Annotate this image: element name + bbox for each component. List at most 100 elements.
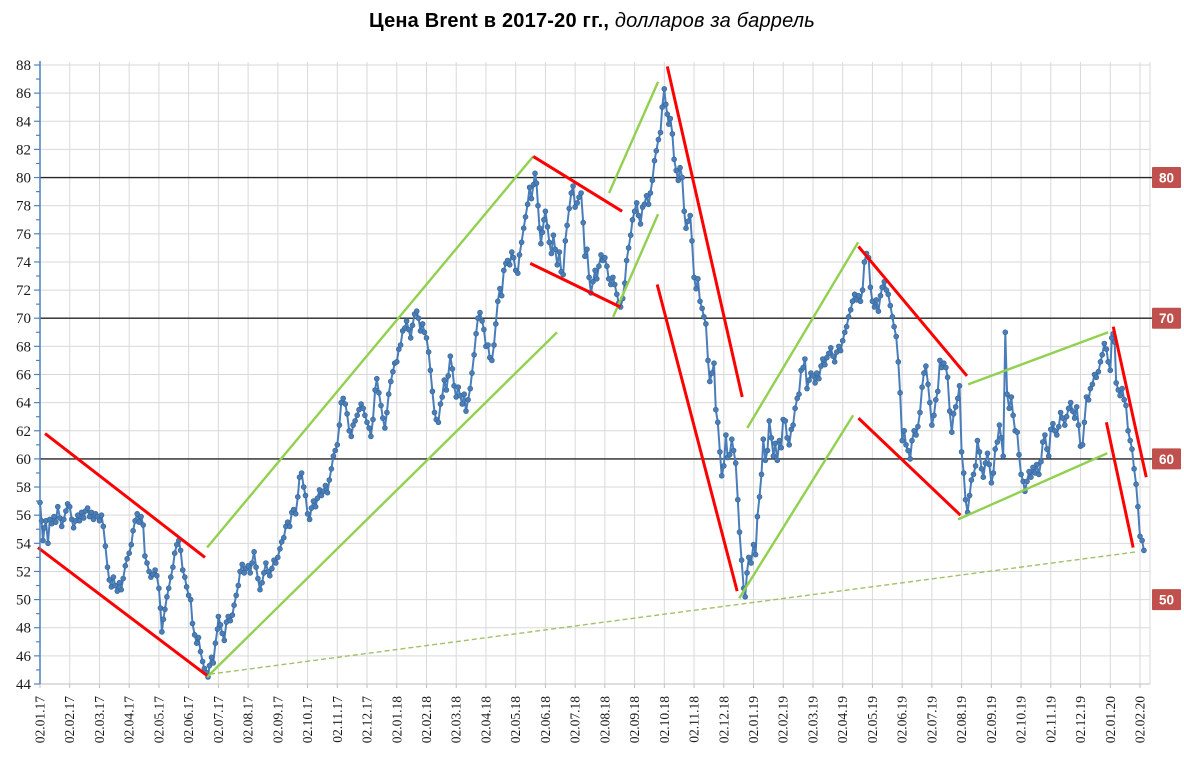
data-point (778, 444, 785, 451)
data-point (990, 470, 997, 476)
data-point (1067, 399, 1074, 406)
data-point (481, 326, 487, 333)
data-point (1079, 441, 1086, 448)
data-point (526, 184, 533, 191)
data-point (699, 305, 705, 312)
data-point (274, 554, 281, 561)
x-tick-label: 02.11.19 (1043, 696, 1058, 743)
data-point (124, 555, 130, 562)
data-point (235, 582, 242, 589)
data-point (734, 496, 741, 503)
data-point (1054, 432, 1060, 438)
data-point (645, 201, 652, 208)
data-point (651, 157, 658, 164)
data-point (98, 512, 105, 519)
data-point (1010, 412, 1016, 419)
data-point (473, 330, 479, 337)
data-point (673, 167, 680, 174)
data-point (879, 284, 886, 291)
data-point (397, 342, 404, 348)
data-point (554, 261, 561, 268)
x-tick-label: 02.04.17 (122, 696, 137, 744)
data-point (128, 541, 135, 548)
data-point (1018, 471, 1024, 478)
data-point (362, 412, 368, 419)
data-point (136, 519, 142, 526)
data-point (1107, 367, 1114, 374)
data-point (812, 380, 818, 386)
x-tick-label: 02.06.19 (895, 696, 910, 744)
data-point (233, 592, 239, 599)
data-point (492, 321, 499, 327)
data-point (439, 394, 446, 400)
data-point (1103, 346, 1110, 353)
data-point (830, 353, 836, 360)
level-badge-label: 60 (1159, 452, 1174, 467)
data-point (471, 351, 477, 358)
data-point (334, 441, 341, 448)
data-point (162, 606, 168, 613)
data-point (532, 170, 538, 177)
data-point (269, 565, 275, 572)
data-point (839, 337, 846, 344)
data-point (431, 409, 438, 416)
data-point (541, 217, 547, 223)
data-point (300, 484, 307, 490)
data-point (497, 285, 503, 292)
x-tick-label: 02.05.17 (151, 696, 166, 744)
data-point (633, 200, 640, 206)
data-point (919, 384, 925, 391)
data-point (742, 593, 749, 600)
data-point (637, 221, 644, 227)
data-point (1131, 465, 1137, 472)
data-point (1026, 468, 1032, 475)
data-point (469, 370, 475, 376)
data-point (475, 315, 481, 322)
data-point (1097, 358, 1104, 365)
data-point (1002, 329, 1009, 336)
data-point (760, 436, 767, 443)
data-point (578, 190, 584, 196)
data-point (748, 560, 754, 566)
data-point (752, 551, 759, 558)
x-tick-label: 02.08.17 (241, 696, 256, 744)
data-point (304, 510, 311, 517)
x-tick-label: 02.12.17 (360, 696, 375, 744)
x-tick-label: 02.11.17 (330, 696, 345, 743)
data-point (210, 660, 217, 666)
data-point (1101, 340, 1108, 347)
data-point (596, 263, 602, 270)
data-point (508, 249, 515, 255)
y-tick-label: 54 (16, 536, 32, 552)
data-point (943, 364, 949, 371)
data-point (245, 562, 251, 569)
data-point (533, 180, 540, 186)
data-point (164, 593, 170, 600)
data-point (516, 252, 523, 258)
chart-title-subtitle: долларов за баррель (609, 10, 815, 32)
y-tick-label: 72 (16, 283, 31, 299)
data-point (774, 457, 781, 464)
data-point (1038, 458, 1044, 465)
data-point (102, 543, 109, 549)
y-tick-label: 60 (16, 452, 31, 468)
data-point (837, 347, 844, 354)
data-point (445, 373, 452, 379)
data-point (144, 560, 150, 566)
green-trend-line (738, 414, 855, 599)
data-point (405, 326, 412, 333)
data-point (170, 564, 176, 571)
data-point (247, 570, 253, 576)
data-point (986, 461, 993, 468)
data-point (689, 238, 695, 244)
data-point (675, 177, 682, 184)
data-point (208, 654, 215, 661)
data-point (212, 640, 219, 647)
data-point (647, 190, 654, 196)
data-point (806, 377, 812, 383)
data-point (841, 329, 848, 336)
data-point (538, 240, 544, 247)
data-point (66, 503, 73, 510)
data-point (255, 575, 261, 582)
x-tick-label: 02.09.17 (270, 696, 285, 744)
